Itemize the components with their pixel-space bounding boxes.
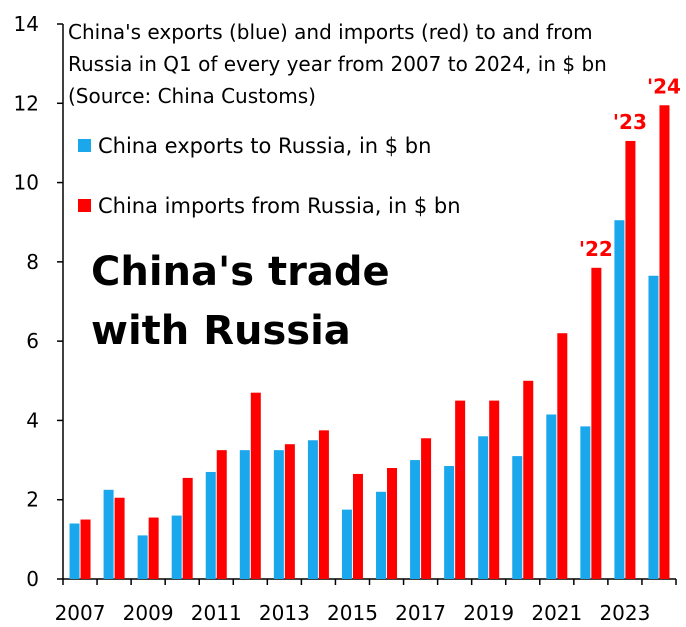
bar-imports — [148, 517, 159, 579]
bar-exports — [546, 414, 557, 579]
x-tick-label: 2009 — [123, 601, 174, 625]
bar-exports — [444, 466, 455, 579]
bar-exports — [512, 456, 523, 579]
x-tick-label: 2007 — [55, 601, 106, 625]
bar-imports — [352, 473, 363, 579]
bar-imports — [489, 400, 500, 579]
x-tick-label: 2023 — [599, 601, 650, 625]
chart-title: (Source: China Customs) — [68, 84, 316, 108]
x-tick-label: 2021 — [531, 601, 582, 625]
bar-exports — [307, 440, 318, 579]
y-tick-label: 6 — [26, 329, 39, 353]
bar-exports — [614, 220, 625, 579]
bar-imports — [659, 105, 670, 580]
year-annotation: '24 — [647, 74, 681, 98]
y-tick-label: 8 — [26, 250, 39, 274]
bar-imports — [455, 400, 466, 579]
bar-imports — [523, 380, 534, 579]
y-tick-label: 12 — [14, 91, 39, 115]
chart-title: Russia in Q1 of every year from 2007 to … — [68, 52, 607, 76]
bar-exports — [171, 515, 182, 579]
bar-imports — [557, 333, 568, 579]
y-tick-label: 2 — [26, 488, 39, 512]
bar-exports — [205, 471, 216, 579]
bar-imports — [114, 497, 125, 579]
bar-exports — [376, 491, 387, 579]
x-tick-label: 2015 — [327, 601, 378, 625]
headline-text: with Russia — [91, 308, 351, 354]
headline-text: China's trade — [91, 249, 390, 295]
bar-exports — [341, 509, 352, 579]
bar-exports — [137, 535, 148, 579]
bar-imports — [284, 444, 295, 579]
chart-title: China's exports (blue) and imports (red)… — [68, 20, 593, 44]
bar-imports — [182, 477, 193, 579]
axes: 0 2 4 6 8 10 12 14 2007 2009 2011 2013 2015 2017 2019 2… — [14, 12, 677, 625]
bar-exports — [273, 450, 284, 579]
legend-swatch-imports — [78, 199, 91, 212]
bar-exports — [478, 436, 489, 579]
y-tick-label: 0 — [26, 567, 39, 591]
bar-imports — [591, 267, 602, 579]
bar-exports — [410, 460, 421, 579]
bar-exports — [648, 275, 659, 579]
x-tick-label: 2011 — [191, 601, 242, 625]
bar-exports — [69, 523, 80, 579]
year-annotation: '22 — [579, 237, 613, 261]
bar-exports — [580, 426, 591, 579]
bar-exports — [103, 489, 114, 579]
bars — [69, 105, 670, 580]
x-tick-label: 2019 — [463, 601, 514, 625]
bar-imports — [318, 430, 329, 579]
bar-imports — [387, 468, 398, 579]
x-tick-label: 2013 — [259, 601, 310, 625]
y-tick-label: 4 — [26, 408, 39, 432]
x-tick-label: 2017 — [395, 601, 446, 625]
bar-imports — [80, 519, 91, 579]
y-tick-label: 10 — [14, 171, 39, 195]
y-tick-label: 14 — [14, 12, 39, 36]
legend-label-imports: China imports from Russia, in $ bn — [98, 194, 461, 218]
bar-imports — [250, 392, 261, 579]
legend-label-exports: China exports to Russia, in $ bn — [98, 134, 431, 158]
bar-imports — [421, 438, 432, 579]
bar-exports — [239, 450, 250, 579]
bar-imports — [625, 140, 636, 580]
year-annotation: '23 — [613, 110, 647, 134]
bar-imports — [216, 450, 227, 579]
legend-swatch-exports — [78, 139, 91, 152]
labels: China's exports (blue) and imports (red)… — [68, 20, 681, 354]
